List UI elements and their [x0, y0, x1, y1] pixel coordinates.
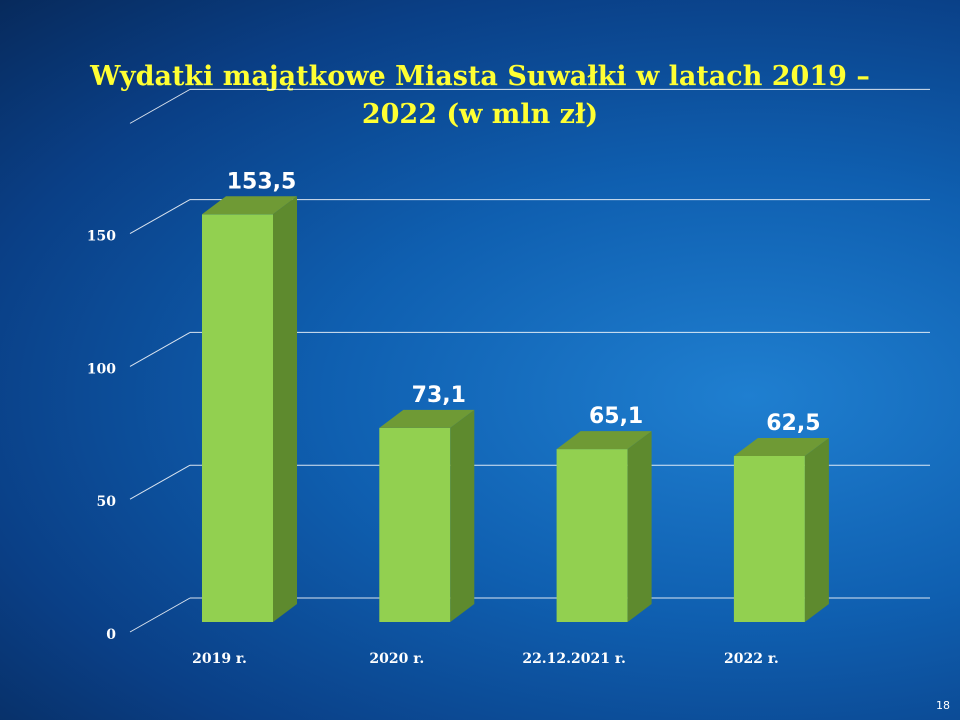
bar-side [627, 431, 652, 622]
bar [733, 456, 805, 622]
bar-top [733, 438, 829, 456]
bar-side [450, 409, 475, 622]
data-label: 62,5 [766, 411, 820, 436]
x-tick-label: 2019 r. [192, 651, 247, 667]
bar-top [379, 409, 475, 428]
x-tick-label: 2022 r. [724, 651, 779, 667]
bar [202, 214, 273, 622]
slide-number: 18 [936, 699, 950, 712]
bar [379, 427, 451, 622]
y-tick-label: 0 [106, 627, 116, 643]
x-tick-label: 22.12.2021 r. [522, 651, 626, 667]
bar [556, 449, 628, 622]
bar-side [804, 438, 829, 622]
gridline-diagonal [129, 199, 191, 235]
bar-top [202, 196, 297, 215]
labels: 153,5 2019 r. 73,1 2020 r. 65,1 22.12.2021 r.… [192, 169, 820, 667]
chart-title: Wydatki majątkowe Miasta Suwałki w latac… [90, 61, 870, 130]
data-label: 65,1 [589, 404, 643, 429]
bars [202, 196, 829, 622]
gridline-diagonal [129, 597, 191, 633]
y-tick-label: 150 [87, 229, 116, 245]
gridline-diagonal [129, 464, 191, 500]
gridline-diagonal [129, 88, 191, 124]
gridline-diagonal [129, 331, 191, 367]
y-axis: 0 50 100 150 [87, 229, 116, 643]
y-tick-label: 50 [97, 494, 117, 510]
bar-top [556, 431, 652, 450]
data-label: 153,5 [227, 169, 297, 194]
bar-side [273, 196, 297, 622]
x-tick-label: 2020 r. [369, 651, 424, 667]
y-tick-label: 100 [87, 361, 116, 377]
data-label: 73,1 [412, 383, 466, 408]
